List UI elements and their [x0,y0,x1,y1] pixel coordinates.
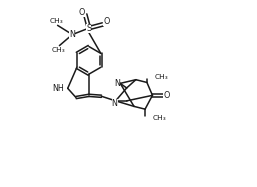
Text: CH₃: CH₃ [52,47,65,53]
Text: O: O [163,91,169,100]
Text: N: N [114,79,120,88]
Text: S: S [86,24,91,33]
Text: NH: NH [52,84,64,93]
Text: N: N [69,30,75,39]
Text: CH₃: CH₃ [50,18,63,24]
Text: O: O [79,8,85,17]
Text: N: N [112,99,118,108]
Text: O: O [103,17,109,26]
Text: CH₃: CH₃ [154,73,168,79]
Text: CH₃: CH₃ [152,115,166,121]
